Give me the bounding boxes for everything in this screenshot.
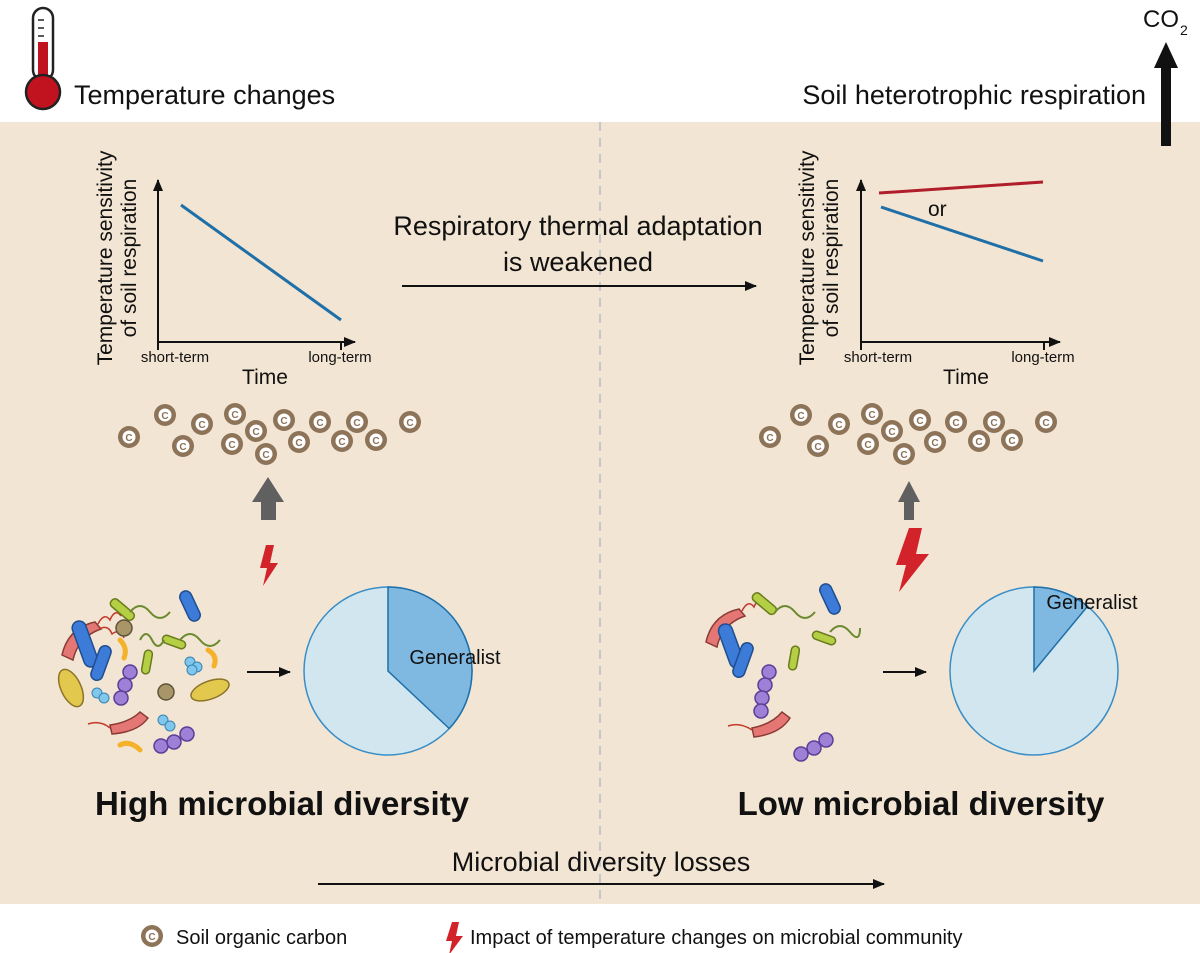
right-pie-chart: Generalist — [949, 586, 1138, 756]
lightning-legend-icon — [446, 922, 463, 953]
right-up-arrow-icon — [898, 481, 920, 520]
left-title: High microbial diversity — [95, 785, 470, 822]
left-ylabel-line2: of soil respiration — [118, 179, 141, 338]
co2-label: CO — [1143, 6, 1179, 33]
left-pie-generalist-slice — [387, 586, 473, 730]
left-pie-label: Generalist — [409, 647, 501, 669]
carbon-legend-icon — [141, 925, 163, 947]
right-ylabel-line2: of soil respiration — [820, 179, 843, 338]
right-red-line — [878, 180, 1044, 195]
respiration-label: Soil heterotrophic respiration — [802, 80, 1146, 110]
temperature-changes-label: Temperature changes — [74, 80, 335, 110]
right-title: Low microbial diversity — [738, 785, 1105, 822]
left-ylabel-line1: Temperature sensitivity — [94, 150, 117, 365]
legend-impact-label: Impact of temperature changes on microbi… — [470, 927, 962, 949]
right-chart: or Temperature sensitivity of soil respi… — [796, 150, 1075, 389]
left-up-arrow-icon — [252, 477, 284, 520]
right-ylabel-line1: Temperature sensitivity — [796, 150, 819, 365]
co2-subscript: 2 — [1180, 22, 1188, 38]
left-x-start: short-term — [141, 349, 209, 366]
right-lightning-icon — [896, 528, 929, 592]
right-or-label: or — [928, 198, 947, 221]
left-xlabel: Time — [242, 366, 288, 389]
right-pie-generalist-slice — [1033, 586, 1089, 674]
right-microbes-illustration — [705, 583, 861, 762]
adaptation-line2: is weakened — [503, 247, 653, 277]
adaptation-line1: Respiratory thermal adaptation — [393, 211, 762, 241]
bottom-arrow-label: Microbial diversity losses — [452, 847, 751, 877]
left-x-end: long-term — [308, 349, 371, 366]
right-x-start: short-term — [844, 349, 912, 366]
left-trend-line — [180, 203, 342, 322]
thermometer-icon — [24, 6, 62, 111]
left-chart: Temperature sensitivity of soil respirat… — [94, 150, 372, 389]
right-x-end: long-term — [1011, 349, 1074, 366]
left-lightning-icon — [260, 545, 278, 586]
left-microbes-illustration — [57, 590, 230, 754]
co2-up-arrow-icon — [1154, 42, 1178, 146]
right-pie-label: Generalist — [1046, 592, 1138, 614]
left-pie-chart: Generalist — [303, 586, 501, 756]
right-blue-line — [880, 205, 1044, 263]
legend: Soil organic carbon Impact of temperatur… — [141, 922, 962, 953]
right-xlabel: Time — [943, 366, 989, 389]
legend-carbon-label: Soil organic carbon — [176, 927, 347, 949]
